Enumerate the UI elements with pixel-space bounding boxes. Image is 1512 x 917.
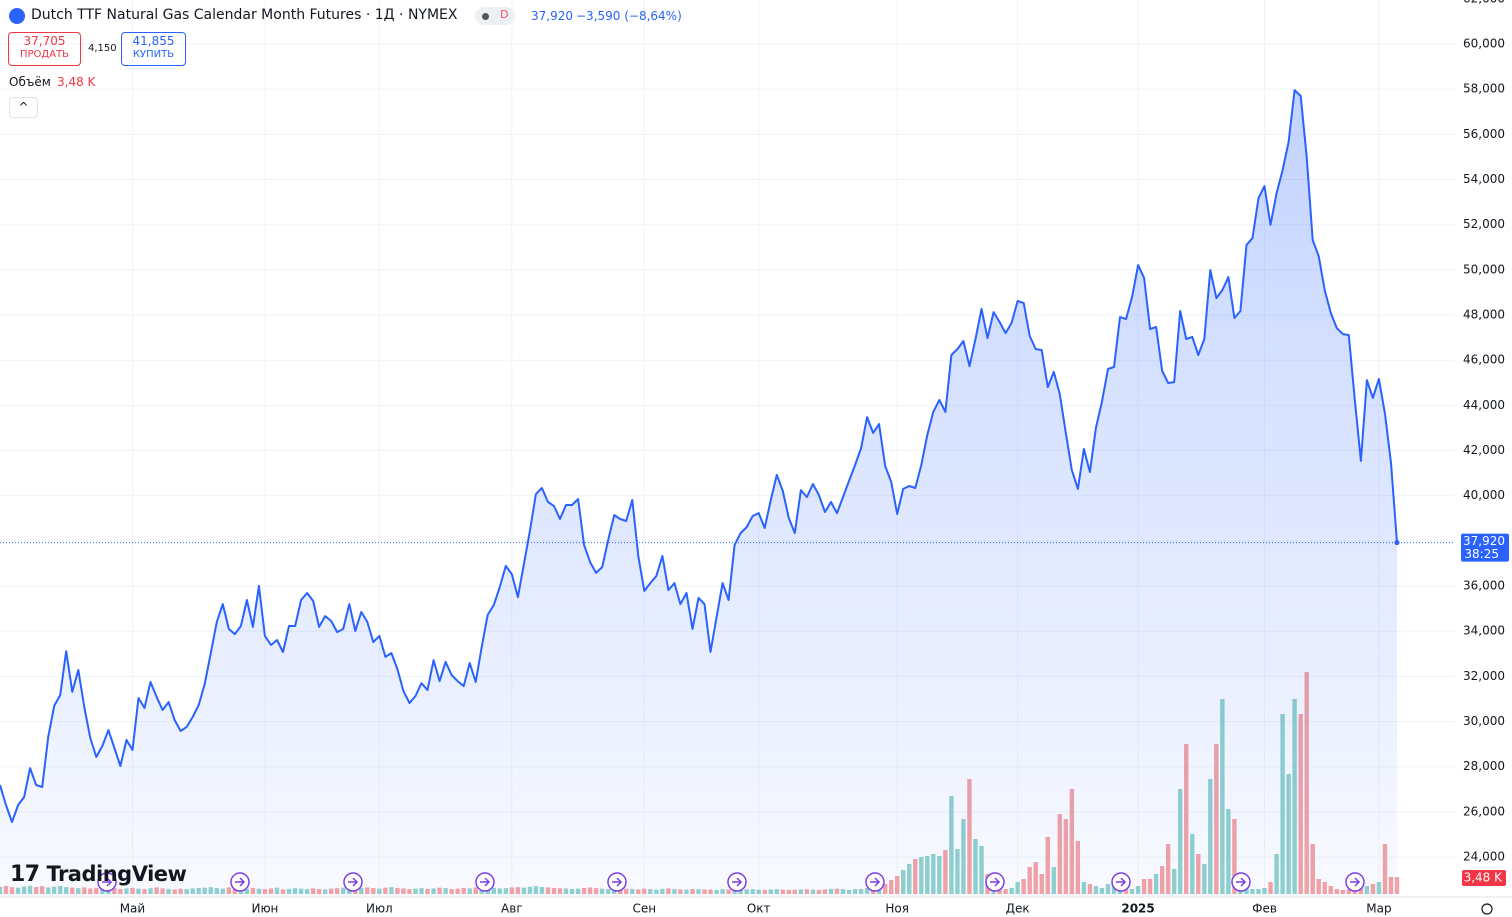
sell-button[interactable]: 37,705 ПРОДАТЬ [8,32,81,66]
volume-legend: Объём [9,75,51,89]
price-area [0,90,1397,898]
y-tick-label: 48,000 [1463,308,1505,322]
y-tick-label: 52,000 [1463,217,1505,231]
x-tick-label: Авг [501,902,523,916]
x-tick-label: Дек [1006,902,1030,916]
event-icon-arrow [1350,877,1361,887]
x-tick-label: Мар [1366,902,1391,916]
y-tick-label: 62,000 [1463,0,1505,5]
event-icon-arrow [235,877,246,887]
buy-price: 41,855 [132,34,175,48]
volume-legend-value: 3,48 K [57,75,96,89]
event-icon-arrow [1116,877,1127,887]
y-tick-label: 50,000 [1463,262,1505,276]
spread: 4,150 [88,43,117,54]
y-tick-label: 46,000 [1463,353,1505,367]
x-tick-label: Май [120,902,146,916]
last-price: 37,920 [531,9,573,23]
chart-title: Dutch TTF Natural Gas Calendar Month Fut… [31,7,458,23]
y-tick-label: 26,000 [1463,804,1505,818]
x-tick-label: Фев [1252,902,1277,916]
x-tick-label: Июн [251,902,278,916]
x-tick-label: Июл [366,902,393,916]
y-tick-label: 28,000 [1463,759,1505,773]
y-tick-label: 32,000 [1463,669,1505,683]
x-tick-label: Ноя [885,902,909,916]
last-price-badge [1461,533,1509,562]
y-tick-label: 24,000 [1463,850,1505,864]
status-pill: D [475,7,515,25]
buy-label: КУПИТЬ [132,49,175,60]
logo: 17 TradingView [10,862,187,887]
event-icon-arrow [612,877,623,887]
price-line [0,89,1398,823]
sell-label: ПРОДАТЬ [19,49,70,60]
y-tick-label: 30,000 [1463,714,1505,728]
badge: D [500,8,509,21]
y-tick-label: 58,000 [1463,82,1505,96]
event-icon-arrow [480,877,491,887]
logo-text: TradingView [46,862,187,886]
price-change: −3,590 (−8,64%) [576,9,682,23]
x-tick-label: 2025 [1121,902,1154,916]
volume-badge [1462,870,1506,886]
countdown-label: 38:25 [1464,547,1499,561]
x-tick-label: Сен [633,902,657,916]
event-icon-arrow [732,877,743,887]
y-tick-label: 44,000 [1463,398,1505,412]
y-tick-label: 40,000 [1463,488,1505,502]
event-icon-arrow [1236,877,1247,887]
settings-icon [1481,903,1493,915]
y-tick-label: 54,000 [1463,172,1505,186]
y-tick-label: 36,000 [1463,579,1505,593]
y-tick-label: 60,000 [1463,37,1505,51]
last-price-dot [1394,540,1400,546]
sell-price: 37,705 [23,34,66,48]
y-tick-label: 42,000 [1463,443,1505,457]
y-tick-label: 34,000 [1463,624,1505,638]
event-icon-arrow [102,877,113,887]
event-icon-arrow [990,877,1001,887]
x-tick-label: Окт [747,902,771,916]
symbol-icon [9,8,25,24]
collapse-button[interactable]: ^ [9,97,38,118]
buy-button[interactable]: 41,855 КУПИТЬ [121,32,186,66]
y-tick-label: 56,000 [1463,127,1505,141]
event-icon-arrow [870,877,881,887]
event-icon-arrow [348,877,359,887]
volume-badge-label: 3,48 K [1464,871,1504,885]
last-price-label: 37,920 [1463,534,1505,548]
